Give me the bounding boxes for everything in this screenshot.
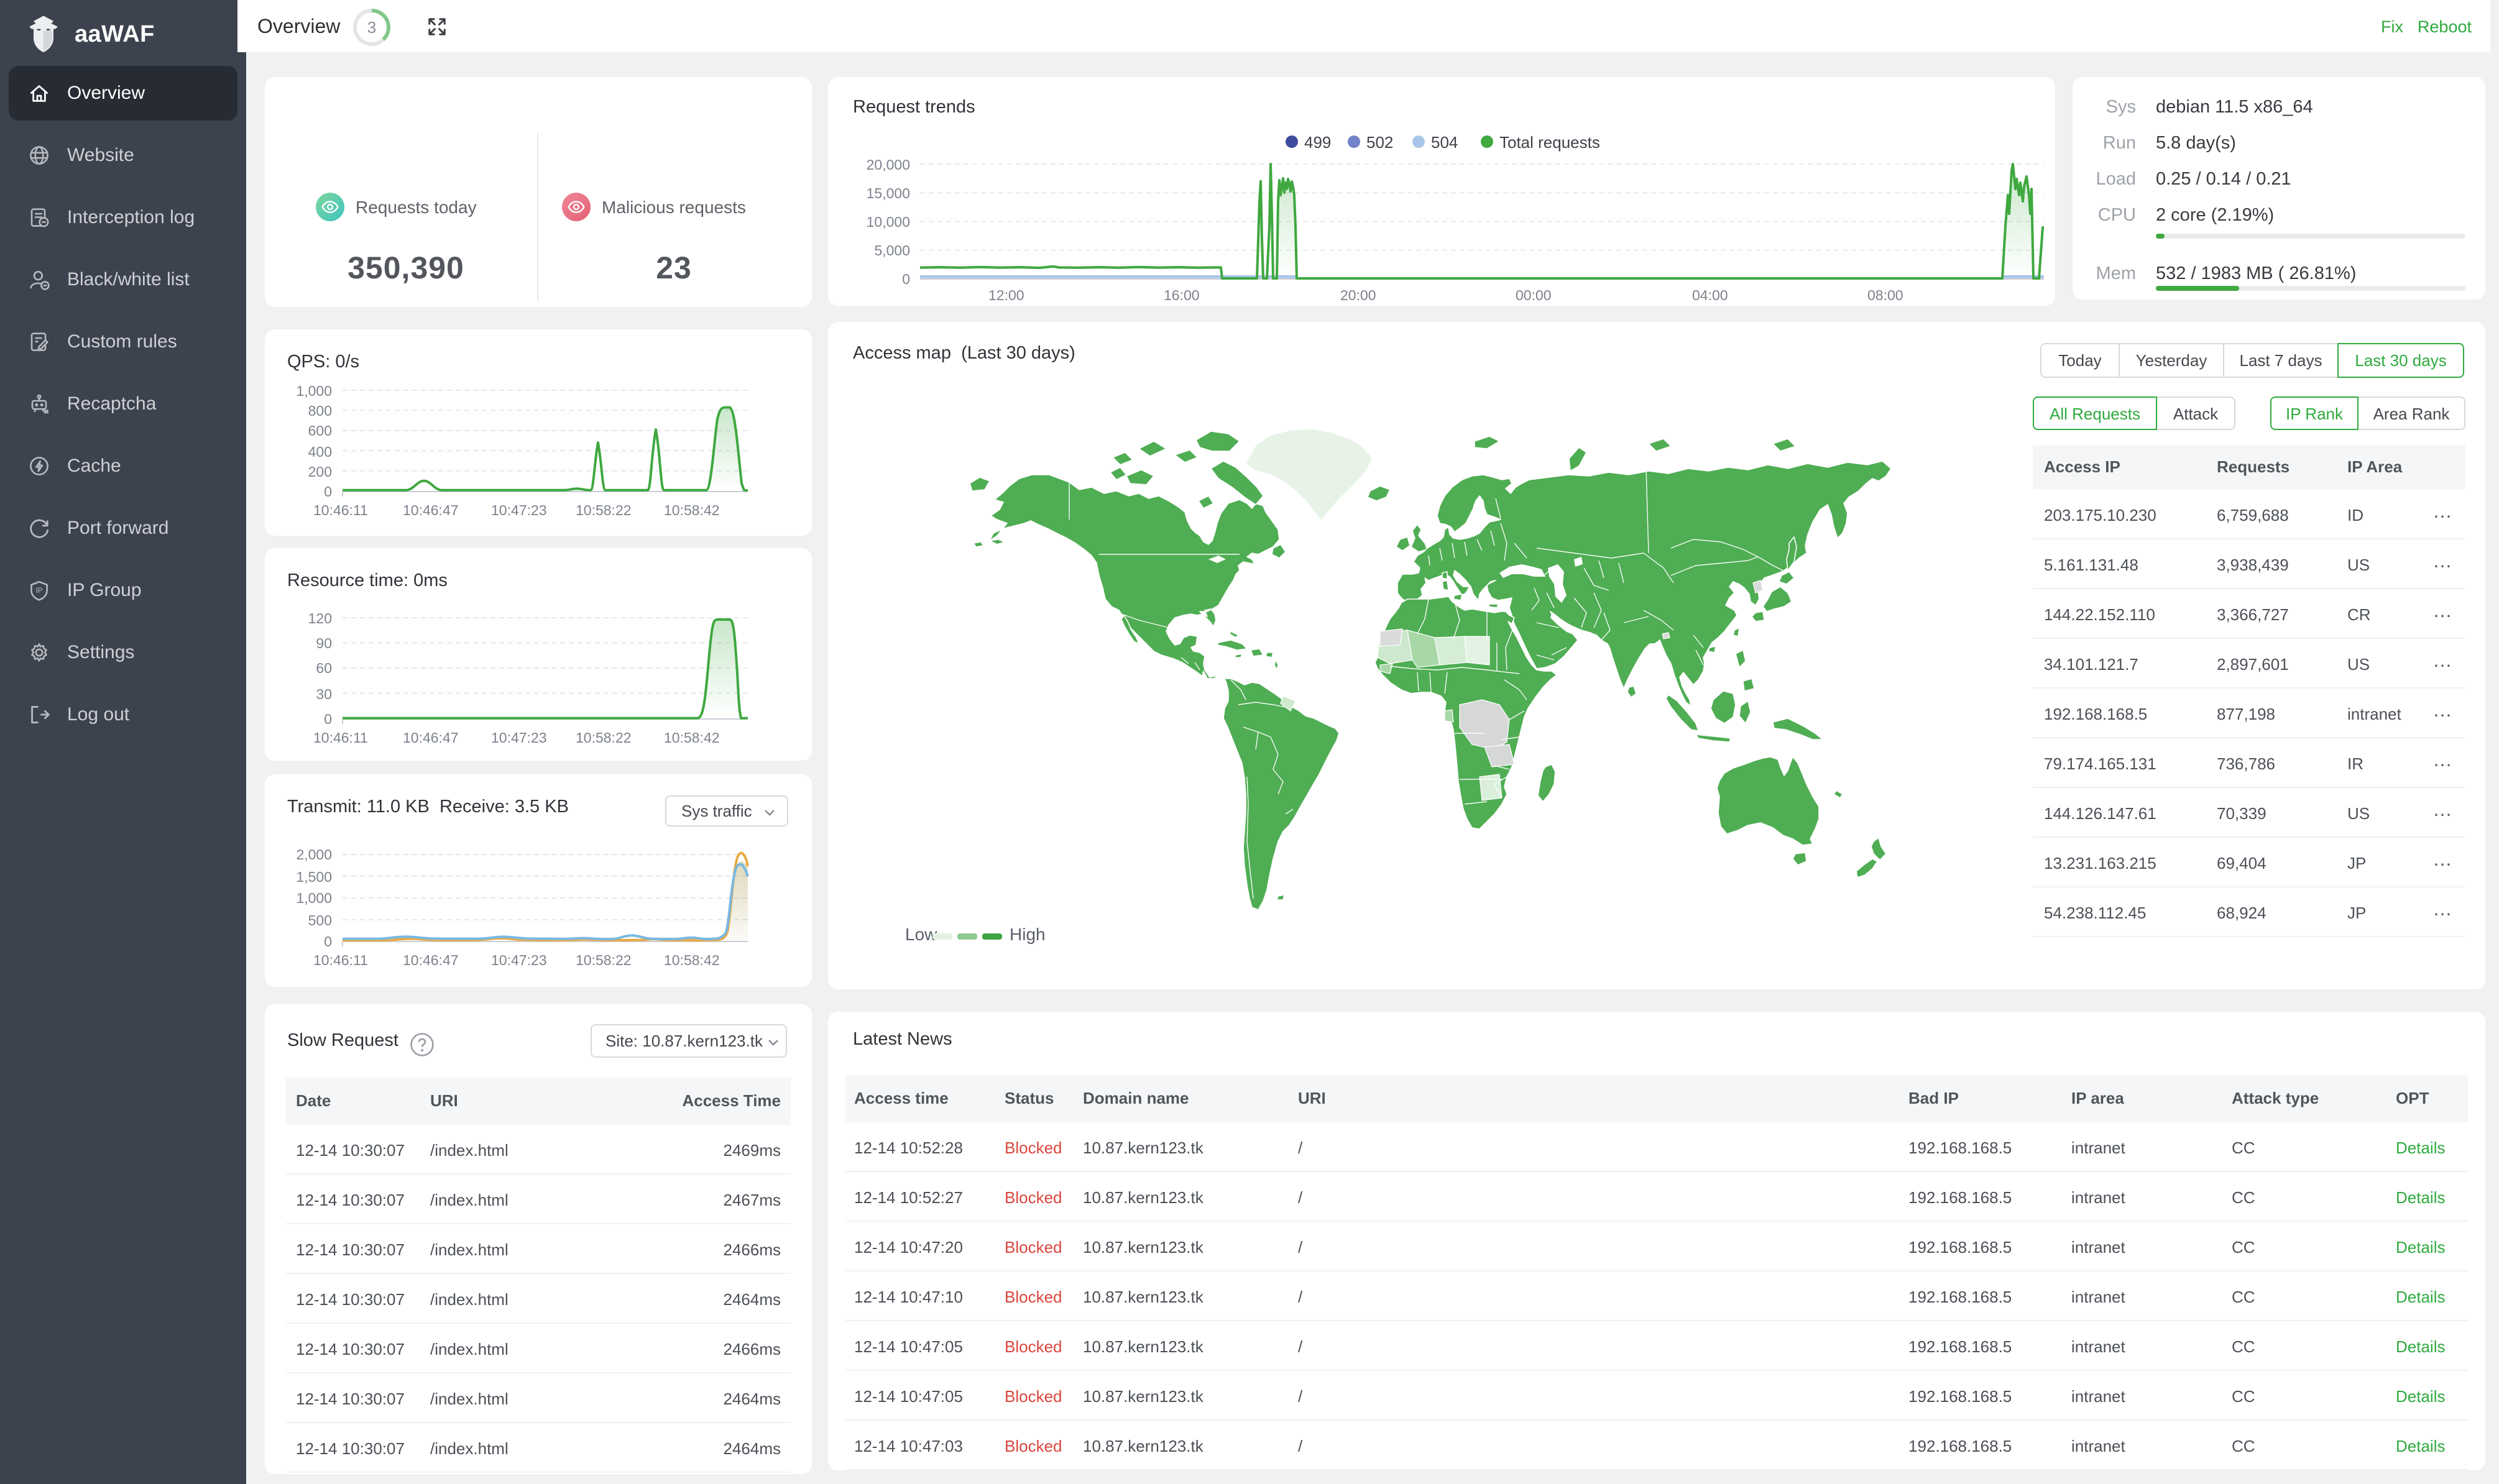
svg-text:IP: IP	[35, 586, 42, 595]
